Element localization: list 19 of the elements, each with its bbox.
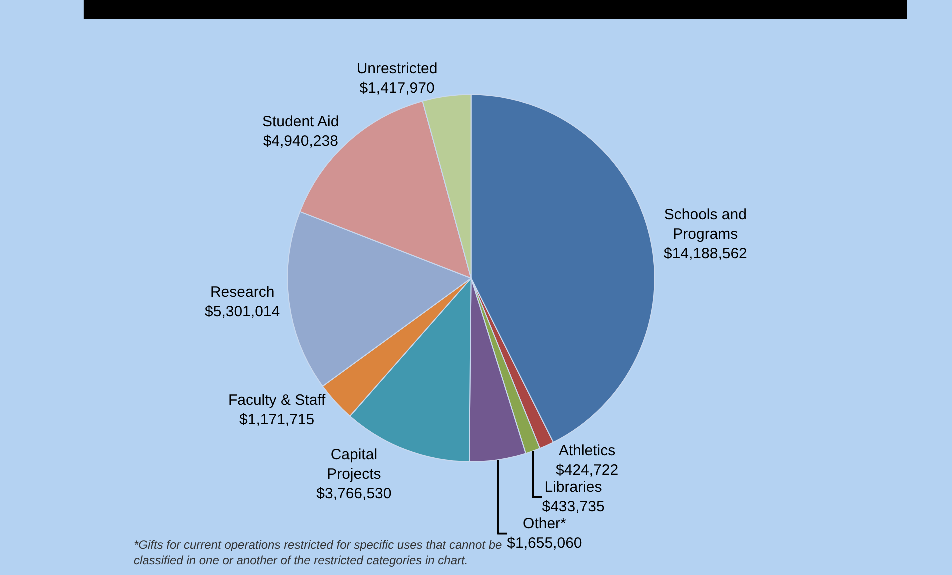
- data-label: $424,722: [556, 462, 619, 480]
- data-label: $433,735: [542, 498, 605, 516]
- slice-label: Athletics: [558, 442, 616, 460]
- data-label: $4,940,238: [263, 133, 338, 150]
- slice-label: Other*: [523, 516, 567, 533]
- slice-label: Schools and Programs: [664, 206, 747, 244]
- slice-label: Research: [210, 284, 275, 302]
- data-label: $1,655,060: [507, 535, 582, 552]
- slice-label: Libraries: [544, 479, 602, 496]
- data-label: $3,766,530: [316, 485, 392, 502]
- slice-label: Unrestricted: [356, 60, 438, 78]
- slice-label: Student Aid: [262, 114, 340, 131]
- data-label: $5,301,014: [205, 304, 280, 321]
- slice-label: Faculty & Staff: [228, 392, 327, 410]
- data-label: $1,417,970: [360, 80, 435, 97]
- text: *Gifts for current operations restricted for specific uses that cannot be classified in one or another of the restricted categories in chart.: [134, 538, 502, 568]
- slice-label: Capital Projects: [327, 446, 382, 483]
- data-label: $14,188,562: [664, 246, 748, 263]
- data-label: $1,171,715: [240, 412, 315, 429]
